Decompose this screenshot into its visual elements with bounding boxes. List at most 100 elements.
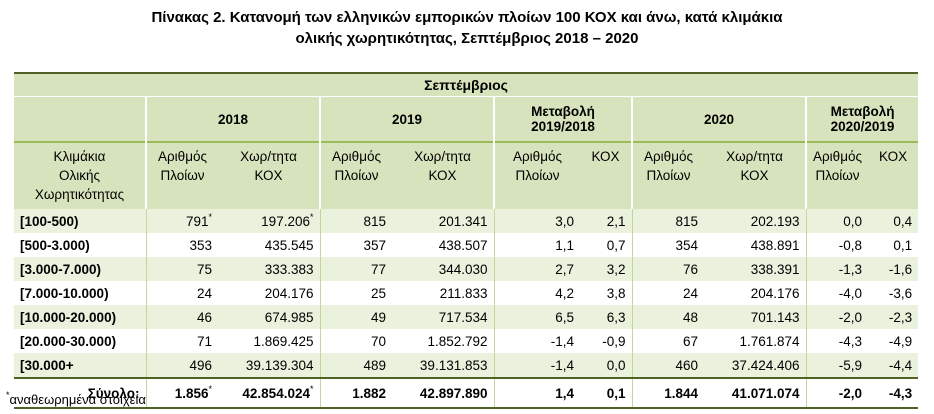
- grt-2020-cell: 1.761.874: [739, 333, 800, 349]
- ships-change-2020-cell: -4,3: [805, 329, 868, 353]
- category-header: Κλιμάκια Ολικής Χωρητικότητας: [14, 141, 146, 209]
- ships-2019-cell: 1.882: [319, 377, 392, 409]
- grt-2019-cell: 201.341: [392, 209, 494, 233]
- header-2020: 2020: [631, 96, 806, 142]
- month-header: Σεπτέμβριος: [14, 72, 919, 97]
- category-cell: [100-500): [14, 209, 146, 233]
- kox-change-header-1: ΚΟΧ: [580, 141, 632, 209]
- grt-change-2020-cell: -4,9: [888, 333, 913, 349]
- table-row: [10.000-20.000) 46 674.985 49 717.534 6,5 6,3 4…: [14, 305, 919, 329]
- ships-2018-cell: 353: [145, 233, 218, 257]
- table-row: [20.000-30.000) 71 1.869.425 70 1.852.792 -1,…: [14, 329, 918, 353]
- ships-2019-cell: 489: [319, 353, 392, 378]
- grt-2020-cell: 41.071.074: [704, 377, 806, 409]
- grt-change-2019-cell: 0,7: [606, 237, 626, 253]
- grt-2019-cell: 438.507: [438, 237, 488, 253]
- grt-change-2020-cell: 0,1: [893, 237, 913, 253]
- ships-2020-cell: 354: [631, 233, 704, 257]
- grt-2020-cell: 37.424.406: [704, 353, 806, 378]
- grt-2018-cell: 435.545: [264, 237, 314, 253]
- ships-2019-cell: 70: [319, 329, 392, 353]
- grt-2018-cell: 333.383: [218, 257, 320, 281]
- ships-change-2019-cell: 1,4: [493, 377, 580, 409]
- grt-2018-cell: 42.854.024*: [218, 377, 320, 409]
- revised-mark: *: [309, 211, 314, 222]
- grt-2020-cell: 204.176: [750, 285, 800, 301]
- ships-change-2019-cell: 3,0: [493, 209, 580, 233]
- ships-change-2020-cell: -2,0: [805, 377, 868, 409]
- ships-change-2020-cell: -4,0: [805, 281, 868, 305]
- category-cell: [3.000-7.000): [14, 257, 146, 281]
- grt-change-2020-cell: -4,3: [868, 377, 919, 409]
- ships-2018-cell: 496: [145, 353, 218, 378]
- header-change-2019-2018: Μεταβολή 2019/2018: [493, 96, 632, 142]
- ships-header-2020: Αριθμός Πλοίων: [631, 141, 704, 209]
- grt-change-2019-cell: 2,1: [580, 209, 632, 233]
- ships-2018-cell: 75: [145, 257, 218, 281]
- category-header-line: Κλιμάκια: [53, 149, 106, 164]
- change-period: 2020/2019: [830, 119, 895, 134]
- ships-change-2019-cell: 2,7: [493, 257, 580, 281]
- ships-change-2020-cell: -1,3: [805, 257, 868, 281]
- table-row: [3.000-7.000) 75 333.383 77 344.030 2,7 3,2 76 3…: [14, 257, 919, 281]
- grt-change-2019-cell: 0,0: [580, 353, 632, 378]
- category-cell: [7.000-10.000): [20, 285, 109, 301]
- header-2018: 2018: [145, 96, 320, 142]
- grt-2019-cell: 39.131.853: [392, 353, 494, 378]
- ships-2019-cell: 815: [319, 209, 392, 233]
- ships-change-2020-cell: -5,9: [805, 353, 868, 378]
- ships-change-2020-cell: -0,8: [805, 233, 868, 257]
- table-row: [30.000+ 496 39.139.304 489 39.131.853 -1,4 0,…: [14, 353, 919, 378]
- grt-change-2019-cell: 3,8: [606, 285, 626, 301]
- grt-2018-cell: 197.206*: [218, 209, 320, 233]
- category-header-line: Χωρητικότητας: [34, 187, 125, 202]
- grt-change-2020-cell: -4,4: [868, 353, 919, 378]
- ships-change-header-2: Αριθμός Πλοίων: [805, 141, 868, 209]
- change-period: 2019/2018: [531, 119, 595, 134]
- grt-2020-cell: 338.391: [704, 257, 806, 281]
- ships-change-2019-cell: -1,4: [493, 353, 580, 378]
- revised-mark: *: [208, 211, 212, 222]
- grt-2019-cell: 211.833: [439, 285, 488, 301]
- header-2019: 2019: [319, 96, 494, 142]
- table-row: [7.000-10.000) 24 204.176 25 211.833 4,2 3,8 24…: [14, 281, 918, 305]
- grt-2018-cell: 204.176: [264, 285, 314, 301]
- grt-2020-cell: 202.193: [704, 209, 806, 233]
- ships-change-2019-cell: 1,1: [493, 233, 580, 257]
- grt-change-2019-cell: 6,3: [580, 305, 632, 329]
- ships-2018-cell: 71: [145, 329, 218, 353]
- grt-change-2020-cell: -1,6: [868, 257, 919, 281]
- header-change-2020-2019: Μεταβολή 2020/2019: [804, 96, 919, 142]
- ships-2020-cell: 48: [631, 305, 704, 329]
- ship-distribution-table: Σεπτέμβριος 2018 2019 Μεταβολή 2019/2018…: [14, 72, 919, 409]
- grt-change-2019-cell: 3,2: [580, 257, 632, 281]
- kox-change-header-2: ΚΟΧ: [868, 141, 919, 209]
- ships-2018-cell: 24: [145, 281, 218, 305]
- ships-change-header-1: Αριθμός Πλοίων: [493, 141, 580, 209]
- grt-2018-cell: 39.139.304: [218, 353, 320, 378]
- ships-2020-cell: 1.844: [631, 377, 704, 409]
- grt-2019-cell: 42.897.890: [392, 377, 494, 409]
- category-cell: [20.000-30.000): [20, 333, 117, 349]
- ships-header-2018: Αριθμός Πλοίων: [145, 141, 218, 209]
- ships-2020-cell: 815: [631, 209, 704, 233]
- category-cell: [10.000-20.000): [14, 305, 146, 329]
- grt-change-2019-cell: -0,9: [602, 333, 626, 349]
- grt-change-2019-cell: 0,1: [580, 377, 632, 409]
- grt-change-2020-cell: 0,4: [868, 209, 919, 233]
- ships-header-2019: Αριθμός Πλοίων: [319, 141, 392, 209]
- change-label: Μεταβολή: [830, 104, 895, 119]
- grt-change-2020-cell: -2,3: [868, 305, 919, 329]
- ships-2018-cell: 1.856*: [145, 377, 218, 409]
- ships-change-2020-cell: -2,0: [805, 305, 868, 329]
- ships-2020-cell: 67: [631, 329, 704, 353]
- grt-2019-cell: 717.534: [392, 305, 494, 329]
- ships-2020-cell: 460: [631, 353, 704, 378]
- ships-2019-cell: 49: [319, 305, 392, 329]
- grt-2020-cell: 701.143: [704, 305, 806, 329]
- table-title-line-1: Πίνακας 2. Κατανομή των ελληνικών εμπορι…: [151, 9, 783, 26]
- grt-2019-cell: 344.030: [392, 257, 494, 281]
- category-cell: [500-3.000): [20, 237, 90, 253]
- category-cell: Σύνολο:: [14, 377, 146, 409]
- ships-change-2019-cell: 4,2: [493, 281, 580, 305]
